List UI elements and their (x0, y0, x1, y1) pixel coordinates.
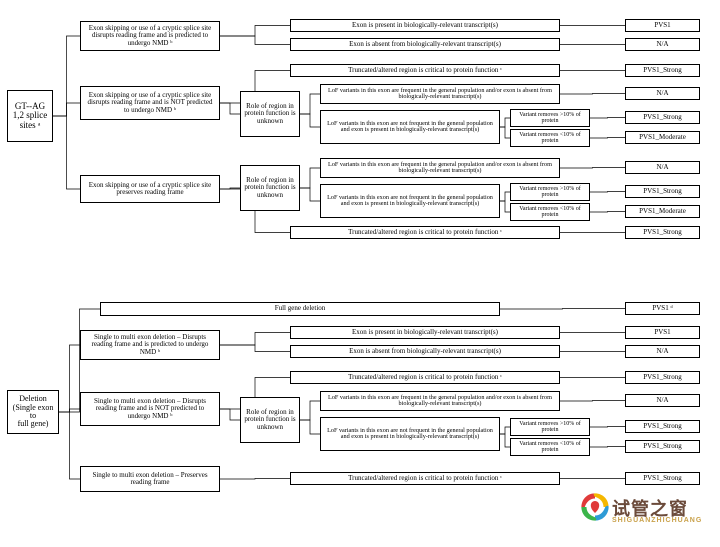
branch-node: Exon skipping or use of a cryptic splice… (80, 175, 220, 203)
decision-node: Variant removes >10% of protein (510, 418, 590, 436)
branch-node: Exon skipping or use of a cryptic splice… (80, 86, 220, 120)
decision-node: Role of region in protein function is un… (240, 91, 300, 137)
root-node: Deletion (Single exon to full gene) (7, 390, 59, 434)
outcome-node: N/A (625, 394, 700, 407)
decision-node: LoF variants in this exon are frequent i… (320, 391, 560, 411)
decision-node: Exon is absent from biologically-relevan… (290, 38, 560, 51)
branch-node: Single to multi exon deletion – Disrupts… (80, 392, 220, 426)
decision-node: Truncated/altered region is critical to … (290, 371, 560, 384)
outcome-node: PVS1_Strong (625, 226, 700, 239)
decision-node: Variant removes <10% of protein (510, 438, 590, 456)
outcome-node: PVS1_Strong (625, 185, 700, 198)
decision-node: Role of region in protein function is un… (240, 165, 300, 211)
connector-layer (0, 0, 720, 547)
decision-node: Variant removes <10% of protein (510, 203, 590, 221)
outcome-node: N/A (625, 87, 700, 100)
branch-node: Full gene deletion (100, 302, 500, 316)
decision-node: Role of region in protein function is un… (240, 397, 300, 443)
outcome-node: N/A (625, 38, 700, 51)
decision-node: LoF variants in this exon are frequent i… (320, 158, 560, 178)
outcome-node: PVS1_Strong (625, 440, 700, 453)
decision-node: Variant removes >10% of protein (510, 183, 590, 201)
outcome-node: PVS1 (625, 19, 700, 32)
decision-node: LoF variants in this exon are frequent i… (320, 84, 560, 104)
watermark-text-sub: SHIGUANZHICHUANG (612, 517, 702, 524)
decision-node: Variant removes >10% of protein (510, 109, 590, 127)
outcome-node: PVS1 (625, 326, 700, 339)
outcome-node: PVS1_Strong (625, 371, 700, 384)
decision-node: LoF variants in this exon are not freque… (320, 110, 500, 144)
watermark-logo (578, 490, 612, 524)
outcome-node: N/A (625, 345, 700, 358)
outcome-node: PVS1 ᵈ (625, 302, 700, 315)
decision-node: Variant removes <10% of protein (510, 129, 590, 147)
decision-node: LoF variants in this exon are not freque… (320, 184, 500, 218)
decision-node: Exon is present in biologically-relevant… (290, 19, 560, 32)
decision-node: Exon is present in biologically-relevant… (290, 326, 560, 339)
decision-node: LoF variants in this exon are not freque… (320, 417, 500, 451)
decision-node: Truncated/altered region is critical to … (290, 64, 560, 77)
decision-node: Truncated/altered region is critical to … (290, 226, 560, 239)
outcome-node: PVS1_Strong (625, 472, 700, 485)
branch-node: Single to multi exon deletion – Disrupts… (80, 330, 220, 360)
outcome-node: PVS1_Strong (625, 64, 700, 77)
decision-node: Truncated/altered region is critical to … (290, 472, 560, 485)
outcome-node: PVS1_Strong (625, 111, 700, 124)
decision-node: Exon is absent from biologically-relevan… (290, 345, 560, 358)
root-node: GT--AG 1,2 splice sites ᵃ (7, 90, 53, 142)
branch-node: Exon skipping or use of a cryptic splice… (80, 21, 220, 51)
branch-node: Single to multi exon deletion – Preserve… (80, 466, 220, 492)
outcome-node: PVS1_Strong (625, 420, 700, 433)
outcome-node: PVS1_Moderate (625, 131, 700, 144)
outcome-node: PVS1_Moderate (625, 205, 700, 218)
logo-heart (591, 501, 599, 513)
outcome-node: N/A (625, 161, 700, 174)
